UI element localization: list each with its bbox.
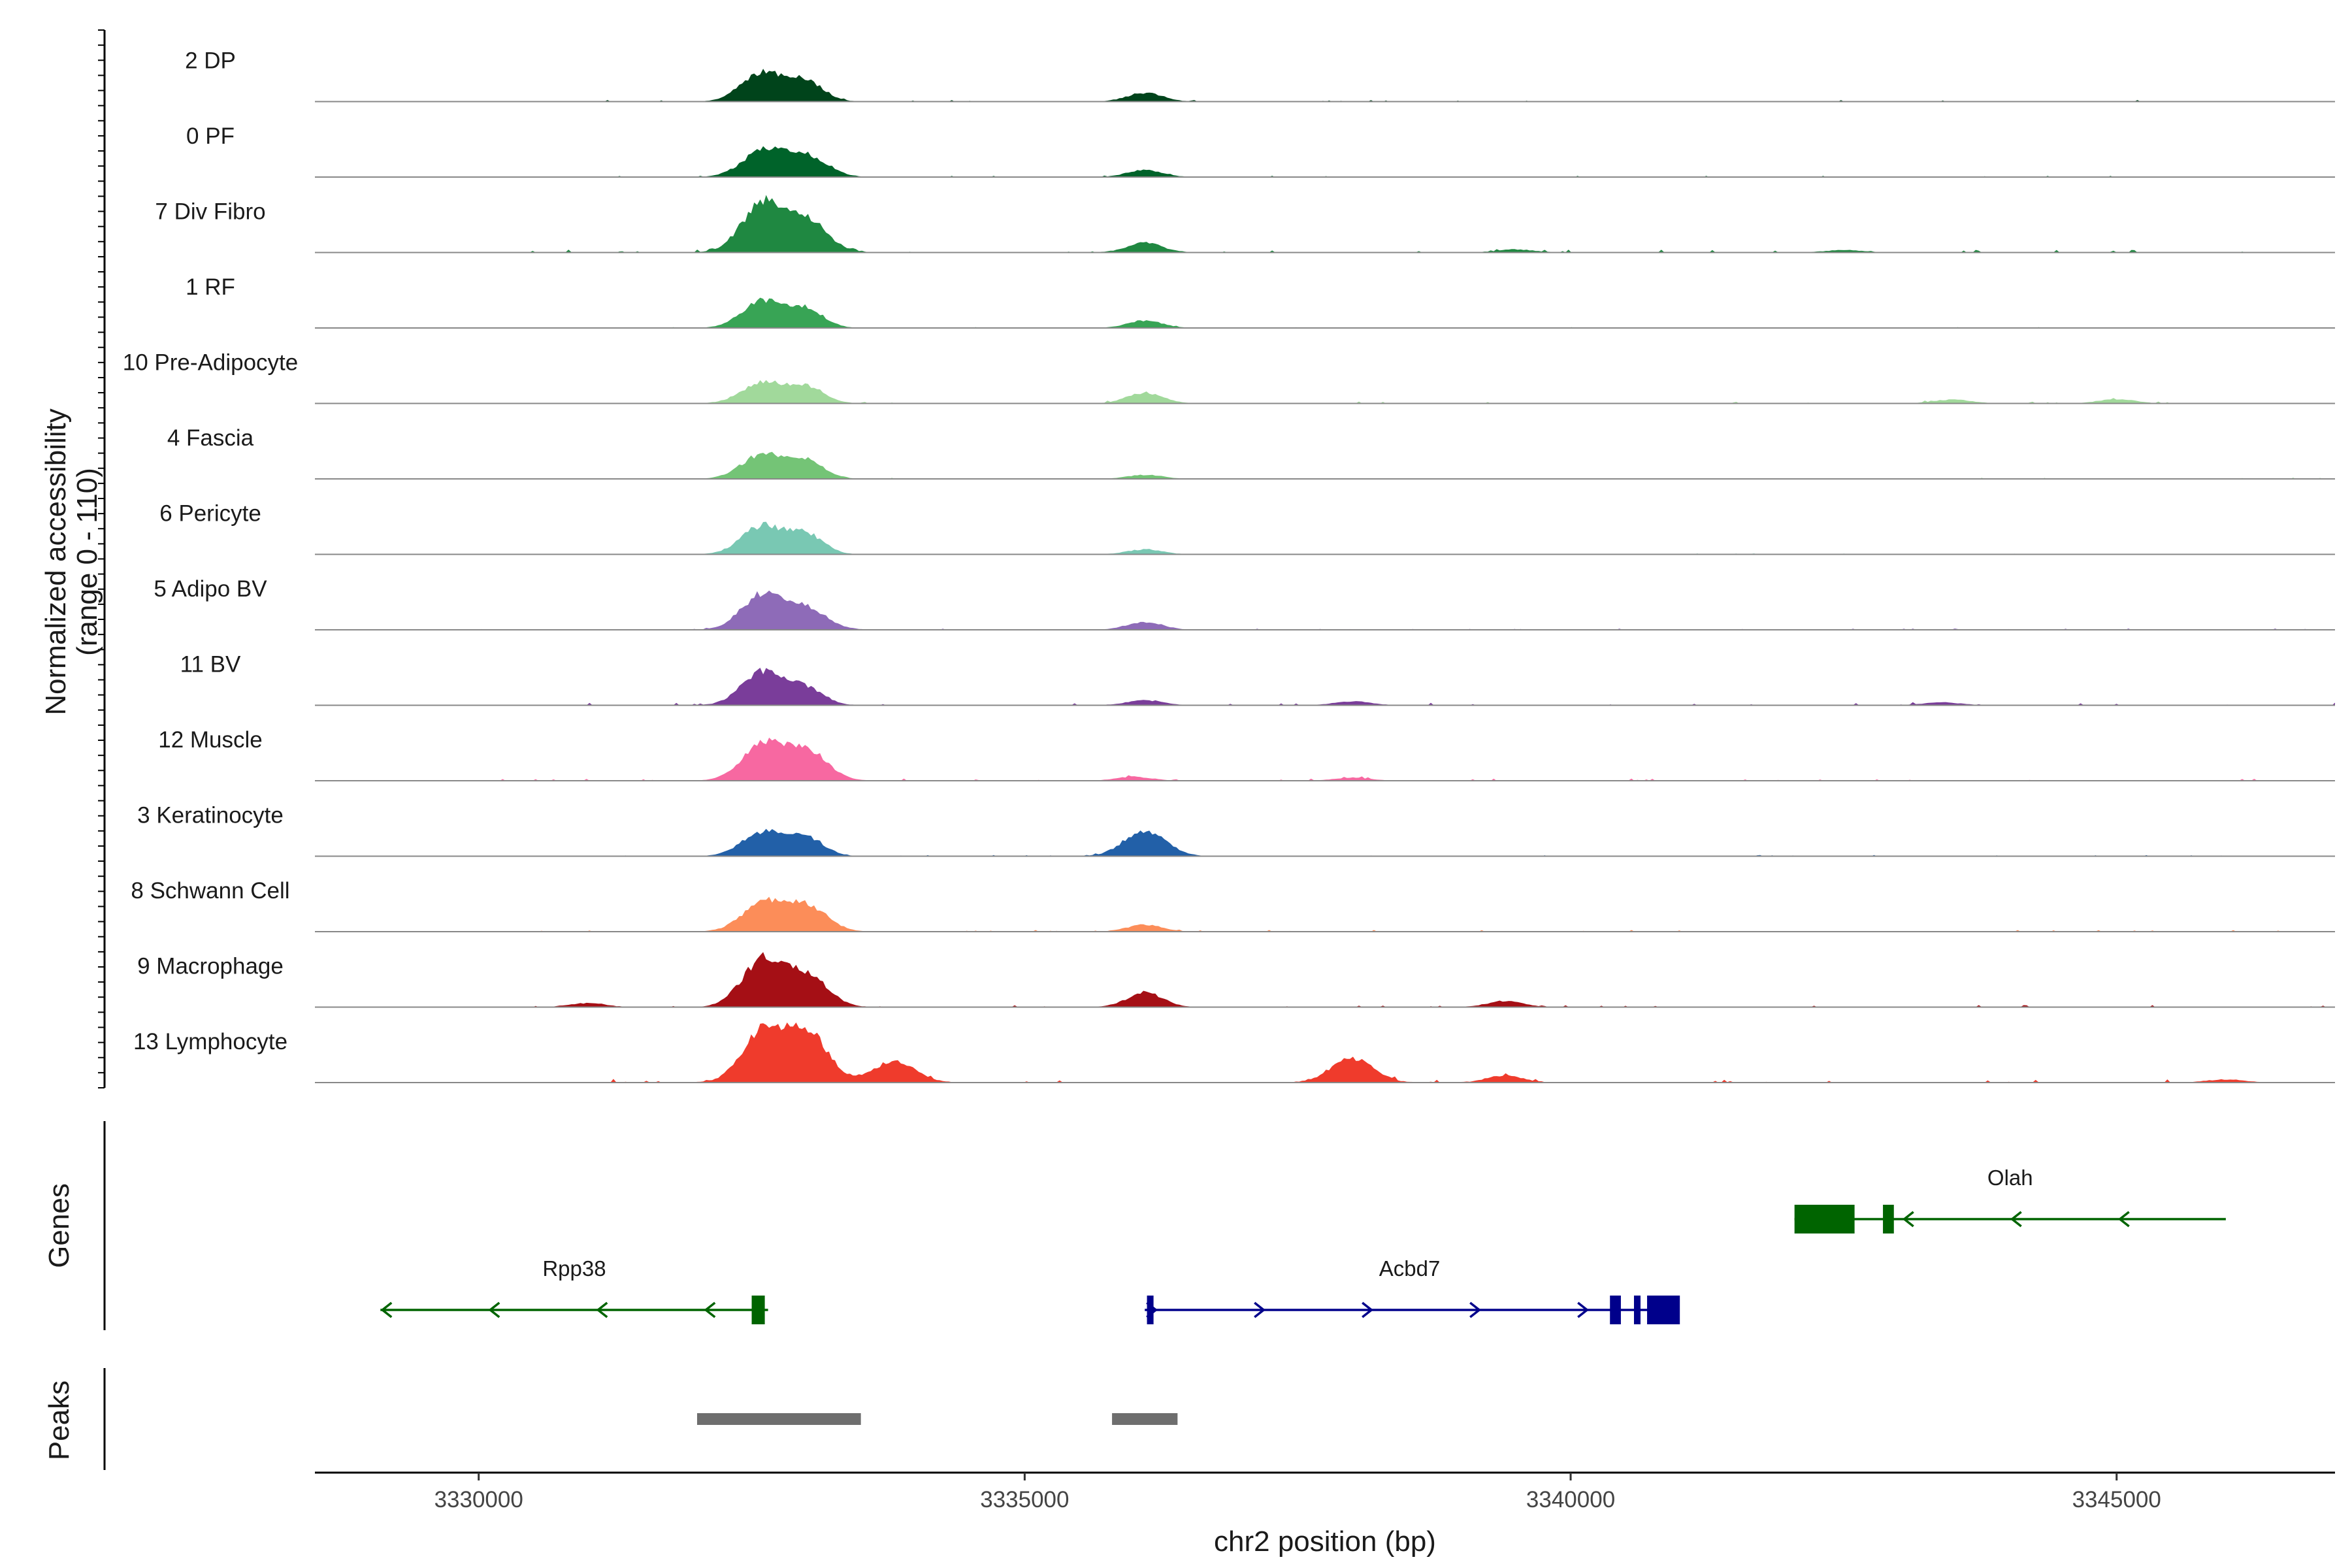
coverage-area [478,1022,2336,1083]
genes-panel-label: Genes [43,1183,75,1268]
track-5: 4 Fascia [167,425,2336,480]
track-label: 5 Adipo BV [154,576,267,602]
gene-exon [751,1296,765,1324]
coverage-area [478,952,2336,1007]
y-axis-title-line: (range 0 - 110) [71,468,103,656]
track-10: 3 Keratinocyte [137,803,2336,857]
track-12: 9 Macrophage [137,952,2336,1008]
strand-arrow [1469,1301,1482,1318]
peaks-panel-label: Peaks [43,1380,75,1460]
gene-exon [1147,1296,1154,1324]
track-9: 12 Muscle [158,727,2336,781]
track-8: 11 BV [180,652,2336,706]
track-7: 5 Adipo BV [154,576,2336,630]
strand-arrow [704,1301,716,1318]
track-label: 2 DP [185,48,236,74]
x-axis-title: chr2 position (bp) [1214,1526,1436,1558]
gene-label: Olah [1987,1166,2033,1190]
coverage-area [478,146,2336,177]
gene-rpp38: Rpp38 [380,1256,768,1324]
strand-arrow [2117,1211,2130,1228]
strand-arrow [488,1301,500,1318]
gene-olah: Olah [1794,1166,2226,1233]
track-2: 7 Div Fibro [155,195,2336,253]
y-axis-title: Normalized accessibility(range 0 - 110) [40,408,103,715]
coverage-area [478,521,2336,555]
gene-acbd7: Acbd7 [1145,1256,1680,1324]
track-4: 10 Pre-Adipocyte [123,350,2336,404]
coverage-area [478,738,2336,781]
peaks-panel: Peaks [43,1368,1178,1470]
track-label: 3 Keratinocyte [137,803,284,828]
gene-label: Acbd7 [1379,1256,1441,1281]
track-label: 10 Pre-Adipocyte [123,350,298,376]
track-6: 6 Pericyte [159,501,2336,555]
track-0: 2 DP [185,48,2336,103]
coverage-area [478,590,2336,630]
coverage-area [478,896,2336,932]
x-tick-label: 3335000 [980,1487,1069,1512]
strand-arrow [1254,1301,1266,1318]
gene-exon [1794,1205,1855,1233]
track-label: 8 Schwann Cell [131,878,289,904]
coverage-area [478,69,2336,102]
coverage-area [478,380,2336,404]
gene-label: Rpp38 [542,1256,606,1281]
coverage-area [478,195,2336,253]
gene-exon [1883,1205,1894,1233]
track-label: 7 Div Fibro [155,199,265,225]
x-axis: 3330000 3335000 3340000 3345000 chr2 positio… [315,1471,2335,1558]
strand-arrow [1902,1211,1914,1228]
track-label: 4 Fascia [167,425,254,451]
y-axis-title-line: Normalized accessibility [40,408,72,715]
track-label: 0 PF [186,123,235,149]
coverage-area [478,668,2336,706]
x-tick-label: 3340000 [1526,1487,1615,1512]
track-label: 12 Muscle [158,727,263,753]
track-label: 13 Lymphocyte [133,1029,287,1054]
track-label: 6 Pericyte [159,501,261,527]
track-1: 0 PF [186,123,2336,178]
gene-exon [1647,1296,1680,1324]
coverage-area [478,297,2336,328]
x-tick-label: 3330000 [434,1487,523,1512]
peak-region [696,1413,861,1425]
track-13: 13 Lymphocyte [133,1022,2336,1083]
track-11: 8 Schwann Cell [131,878,2336,932]
y-axis: Normalized accessibility(range 0 - 110) [40,29,106,1088]
strand-arrow [380,1301,393,1318]
genes-panel: Genes Rpp38 Acbd7 Olah [43,1121,2226,1330]
gene-exon [1610,1296,1621,1324]
x-tick-label: 3345000 [2072,1487,2161,1512]
track-label: 9 Macrophage [137,954,284,979]
track-label: 1 RF [186,274,235,300]
gene-exon [1633,1296,1641,1324]
coverage-tracks: 2 DP 0 PF 7 Div Fibro 1 RF 10 Pre-Adipocyte 4… [40,29,2336,1088]
strand-arrow [2010,1211,2022,1228]
strand-arrow [596,1301,608,1318]
track-3: 1 RF [186,274,2336,329]
track-label: 11 BV [180,652,241,678]
coverage-area [478,828,2336,857]
coverage-area [478,451,2336,479]
strand-arrow [1362,1301,1374,1318]
strand-arrow [1577,1301,1590,1318]
peak-region [1112,1413,1178,1425]
